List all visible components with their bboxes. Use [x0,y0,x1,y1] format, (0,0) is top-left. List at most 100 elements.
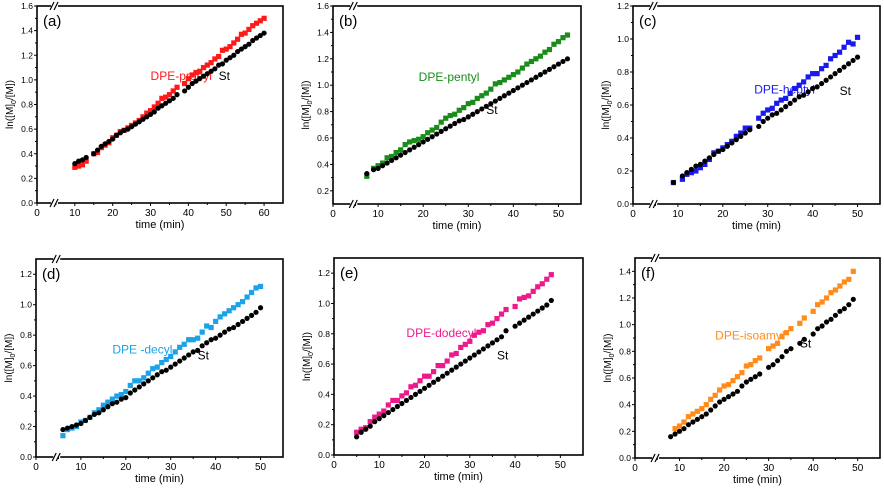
data-point-circle [109,401,115,407]
data-point-square [181,341,187,347]
y-axis-label-subscript: 0 [11,100,18,104]
data-point-square [189,72,195,78]
axis-break-gap [350,201,358,207]
y-axis-label-part: /[M]) [4,334,15,354]
data-point-circle [226,326,232,332]
data-point-circle [742,130,748,136]
data-point-circle [836,67,843,73]
data-point-circle [551,64,557,70]
axis-break-mark [352,1,358,11]
data-point-square [141,375,147,381]
data-point-circle [850,57,856,64]
y-tick-label: 0.6 [20,361,32,371]
axis-break-mark [49,1,55,11]
data-point-square [743,363,749,369]
series-label: St [840,84,852,98]
x-tick-label: 10 [374,460,386,471]
y-tick-label: 1.0 [619,320,631,330]
data-point-circle [181,355,187,361]
data-point-circle [168,364,174,370]
data-point-square [204,323,210,329]
data-point-square [471,332,477,338]
y-tick-label: 1.2 [617,1,629,11]
series-label: St [800,336,812,350]
data-point-square [769,105,775,111]
series-label: DPE -decyl [112,342,172,356]
data-point-circle [208,337,214,343]
data-point-circle [118,396,124,402]
data-point-circle [223,57,229,63]
data-point-square [560,35,566,41]
data-point-circle [416,142,422,148]
data-point-circle [367,423,373,429]
data-point-circle [841,306,847,312]
data-point-square [168,353,174,360]
data-point-circle [381,413,387,419]
x-axis-label: time (min) [135,473,184,485]
data-point-circle [402,149,408,156]
panel-label: (b) [339,13,357,30]
data-point-circle [548,297,554,304]
data-point-circle [375,165,381,171]
data-point-circle [810,85,816,92]
data-point-square [725,382,732,388]
data-point-square [770,343,776,349]
x-tick-label: 0 [632,463,638,474]
axis-break-mark [654,253,660,263]
y-axis-label-part: ln([M] [5,104,16,129]
x-tick-label: 10 [373,209,385,220]
data-point-square [510,72,516,78]
data-point-square [814,71,820,77]
axis-break-gap [652,455,660,461]
data-point-square [105,399,111,405]
x-axis-label: time (min) [433,220,482,232]
series-label: DPE-pentyl [419,70,480,84]
data-point-circle [479,106,485,112]
data-point-circle [779,354,785,360]
y-tick-label: 0.0 [21,198,33,208]
data-point-circle [688,166,694,172]
x-axis-label: time (min) [434,471,483,483]
data-point-circle [528,77,535,83]
y-tick-label: 0.2 [20,422,32,432]
y-axis-label: ln([M]0/[M]) [301,81,314,130]
data-point-square [470,99,476,105]
data-point-square [147,108,154,114]
y-tick-label: 0.6 [317,133,329,143]
data-point-square [546,46,553,53]
panel-label: (f) [641,265,655,282]
data-point-circle [106,138,112,145]
data-point-circle [774,110,780,116]
data-point-circle [456,118,462,124]
data-point-circle [814,84,820,90]
data-point-circle [182,88,188,94]
data-point-square [390,397,396,404]
data-point-circle [492,98,498,104]
data-point-circle [501,93,507,99]
data-point-square [453,350,459,357]
data-point-circle [521,317,527,323]
data-point-circle [810,331,816,337]
data-point-circle [712,403,718,409]
data-point-square [354,429,360,435]
data-point-square [797,320,803,326]
data-point-circle [385,409,391,416]
data-point-square [429,127,435,133]
data-point-circle [730,391,736,397]
data-point-square [788,326,794,332]
data-point-square [431,369,437,375]
data-point-square [458,344,464,351]
data-point-circle [770,362,776,368]
x-tick-label: 20 [107,208,119,219]
data-point-circle [170,95,176,101]
data-point-circle [213,335,219,341]
x-tick-label: 30 [165,462,177,473]
x-tick-label: 40 [510,460,522,471]
y-axis-label-part: ln([M] [4,357,15,382]
axis-break-mark [348,1,354,11]
data-point-square [483,90,489,96]
data-point-circle [766,364,772,370]
data-point-circle [172,361,178,367]
x-tick-label: 40 [183,208,195,219]
data-point-square [801,79,807,85]
